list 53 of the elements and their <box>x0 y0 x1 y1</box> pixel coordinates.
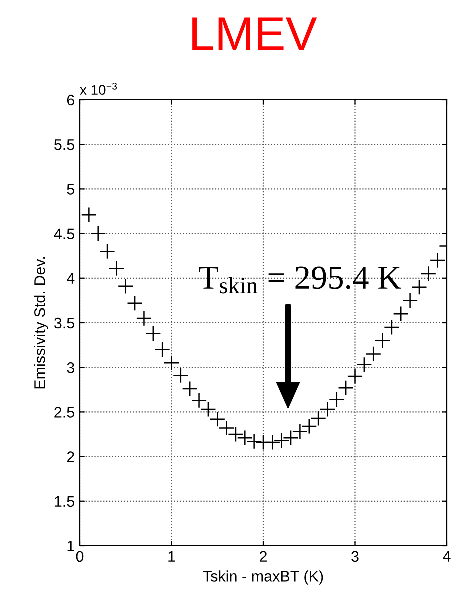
point <box>366 346 382 362</box>
y-tick-label: 3.5 <box>54 318 74 329</box>
point <box>338 380 354 396</box>
y-tick-label: 2.5 <box>54 407 74 418</box>
y-axis-title: Emissivity Std. Dev. <box>34 257 48 389</box>
point <box>182 381 198 397</box>
x-tick-label: 1 <box>168 551 176 562</box>
point <box>136 310 152 326</box>
point <box>412 279 428 296</box>
y-tick-label: 5.5 <box>54 140 74 150</box>
x-tick-label: 3 <box>352 551 359 562</box>
point <box>393 306 410 322</box>
point <box>402 292 418 309</box>
annotation: T$_{skin}$ = 295.4 K <box>199 266 402 294</box>
y-tick-label: 4 <box>66 273 75 284</box>
text: x 10$^{−3}$ <box>80 82 118 96</box>
point <box>200 402 216 418</box>
point <box>228 426 244 442</box>
point <box>81 207 98 223</box>
point <box>374 332 391 349</box>
x-axis-title: Tskin - maxBT (K) <box>203 570 324 585</box>
chart-title: LMEV <box>192 18 318 50</box>
point <box>210 411 226 428</box>
y-tick-label: 2 <box>67 452 74 462</box>
y-tick-label: 6 <box>67 94 74 106</box>
point <box>420 266 437 282</box>
point <box>237 430 254 446</box>
point <box>191 392 208 409</box>
point <box>430 252 446 268</box>
point <box>100 244 116 260</box>
x-tick-label: 0 <box>76 551 84 562</box>
point <box>264 434 281 450</box>
y-tick-label: 1 <box>68 541 74 552</box>
x-tick-label: 2 <box>260 551 267 562</box>
point <box>218 420 235 436</box>
y-tick-label: 3 <box>67 362 74 374</box>
point <box>274 432 290 449</box>
point <box>173 368 189 384</box>
y-tick-label: 1.5 <box>55 496 74 508</box>
y-tick-label: 5 <box>67 184 74 195</box>
x-tick-label: 4 <box>443 551 451 562</box>
y-tick-label: 4.5 <box>54 228 74 240</box>
point <box>164 355 180 372</box>
point <box>90 226 106 242</box>
point <box>154 342 170 358</box>
point <box>118 278 134 294</box>
point <box>347 368 364 384</box>
point <box>127 295 143 312</box>
point <box>145 326 162 342</box>
point <box>384 320 400 336</box>
point <box>108 260 125 276</box>
point <box>246 434 262 450</box>
point <box>356 357 372 373</box>
